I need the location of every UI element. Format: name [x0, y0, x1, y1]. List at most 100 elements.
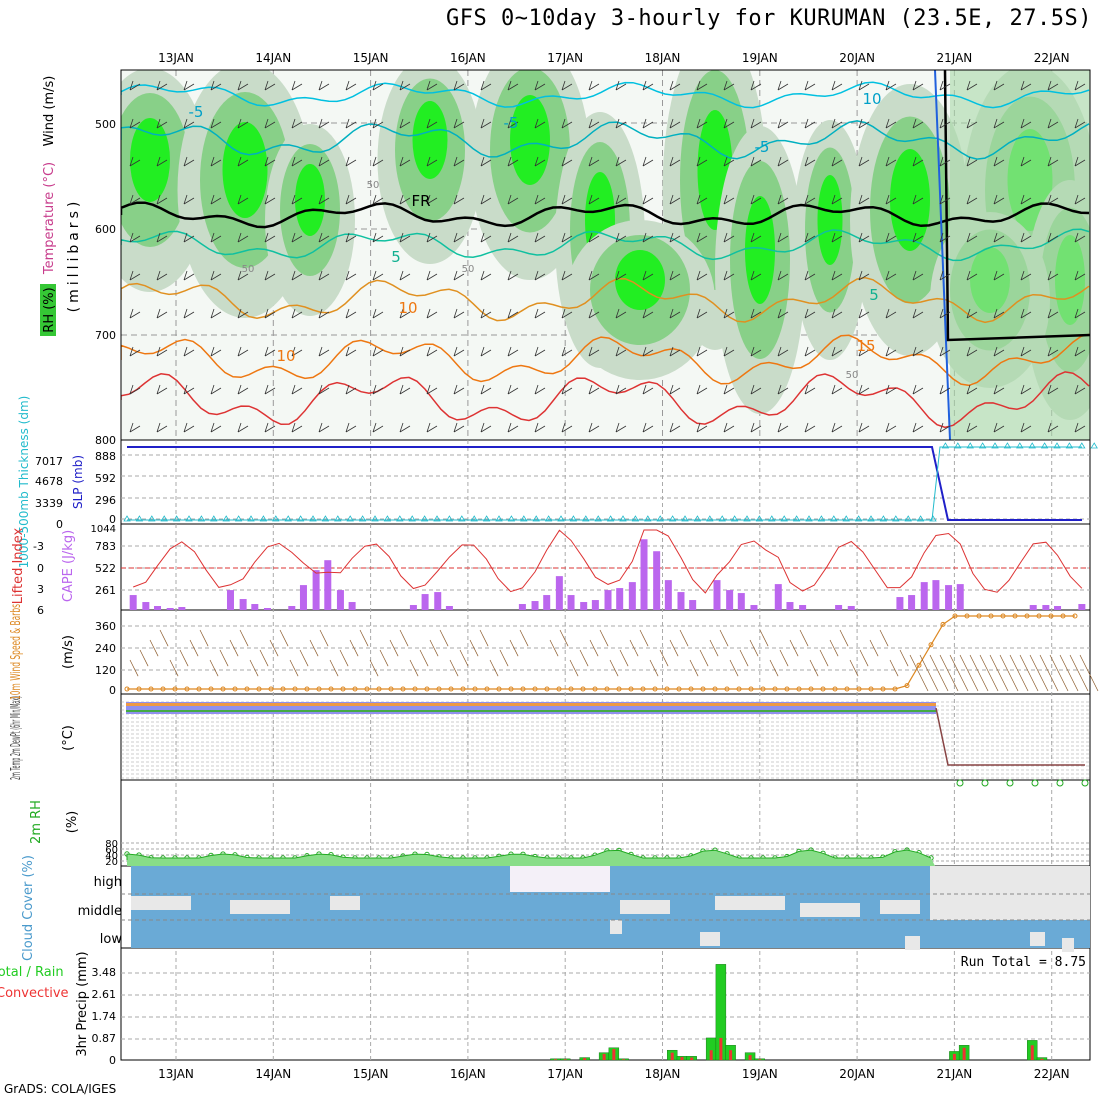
upper-wind-barb [183, 156, 195, 167]
cape-bar [920, 582, 928, 610]
upper-wind-barb [723, 384, 735, 395]
upper-wind-barb [939, 80, 951, 91]
upper-wind-barb [1020, 346, 1032, 357]
wind10-barb [959, 654, 979, 692]
upper-wind-barb [939, 194, 951, 205]
precip-axes: 3.48 2.61 1.74 0.87 0 Total / Rain Conve… [0, 951, 1086, 1067]
thick-tick-1: 7017 [35, 455, 63, 468]
upper-wind-barb [318, 346, 330, 357]
thickness-marker [557, 515, 565, 522]
li-tick-2: 0 [37, 562, 44, 575]
rh2m-axes: 2m RH (%) 80 60 40 20 [29, 800, 118, 868]
upper-wind-barb [480, 270, 492, 281]
thickness-marker [606, 515, 615, 522]
upper-wind-barb [1047, 270, 1059, 281]
wind10-barb [809, 659, 819, 677]
rh2m-tick-2: 60 [105, 845, 118, 856]
upper-wind-barb [723, 80, 735, 91]
wind10-barb [259, 649, 269, 667]
thickness-marker [321, 515, 330, 522]
slp-axes: 7017 4678 3339 0 888 592 296 0 1044 1000… [17, 396, 116, 569]
upper-wind-barb [156, 384, 168, 395]
thickness-marker [160, 515, 168, 522]
upper-wind-barb [696, 346, 708, 357]
upper-wind-barb [480, 384, 492, 395]
upper-wind-barb [318, 118, 330, 129]
wind10-barb [439, 629, 449, 647]
wind10-barb [979, 654, 999, 692]
upper-wind-barb [966, 384, 978, 395]
upper-wind-barb [750, 118, 762, 129]
upper-wind-barb [831, 346, 843, 357]
upper-wind-barb [507, 118, 519, 129]
contour-label: -5 [504, 114, 519, 132]
contour-label: 5 [869, 286, 879, 304]
thickness-marker [668, 515, 677, 522]
upper-wind-barb [426, 232, 438, 243]
date-label-top: 21JAN [937, 51, 973, 65]
cloud-gap-high [510, 866, 610, 892]
upper-wind-barb [804, 384, 816, 395]
wind10-barb [599, 629, 609, 647]
thickness-marker [408, 515, 416, 522]
thickness-marker [135, 515, 144, 522]
slp-panel-frame [120, 439, 1091, 525]
upper-wind-barb [669, 156, 681, 167]
wind-tick-1: 360 [95, 620, 116, 633]
upper-wind-barb [372, 194, 384, 205]
upper-wind-barb [777, 156, 789, 167]
upper-wind-barb [804, 270, 816, 281]
thickness-marker [941, 442, 950, 449]
upper-wind-barb [723, 422, 735, 433]
precip-tick-4: 0.87 [92, 1032, 117, 1045]
temp-contour-15 [121, 371, 1090, 429]
upper-wind-barb [372, 156, 384, 167]
wind10-barb [1009, 654, 1029, 692]
cape-bar [543, 595, 551, 610]
upper-wind-barb [480, 422, 492, 433]
upper-wind-barb [237, 118, 249, 129]
upper-wind-barb [966, 270, 978, 281]
precip-conv-bar [602, 1053, 606, 1060]
upper-wind-barb [804, 308, 816, 319]
date-label-top: 13JAN [158, 51, 194, 65]
upper-wind-barb [939, 156, 951, 167]
cape-bar [1029, 605, 1037, 610]
wind10-barb [209, 659, 219, 677]
contour-label: -5 [189, 103, 204, 121]
wind10-axes: 360 240 120 0 10m Wind Speed & Barbs (m/… [9, 604, 116, 700]
wind10-barb [709, 639, 719, 657]
thickness-marker [743, 515, 751, 522]
upper-wind-barb [831, 156, 843, 167]
wind10-barb [759, 629, 769, 647]
upper-wind-barb [642, 422, 654, 433]
cape-bar [726, 590, 734, 610]
wind10-barb [389, 639, 399, 657]
upper-wind-barb [804, 80, 816, 91]
upper-wind-barb [993, 308, 1005, 319]
cloud-gap [905, 936, 920, 950]
upper-wind-barb [939, 118, 951, 129]
cape-tick-3: 261 [95, 584, 116, 597]
upper-wind-barb [615, 232, 627, 243]
wind10-barb [199, 629, 209, 647]
thickness-marker [396, 515, 404, 522]
wind10-barb [1019, 654, 1039, 692]
upper-wind-barb [453, 156, 465, 167]
upper-wind-barb [750, 232, 762, 243]
wind10-barb [129, 659, 139, 677]
upper-wind-barb [291, 156, 303, 167]
upper-wind-barb [1047, 232, 1059, 243]
thickness-marker [1090, 442, 1098, 449]
contour-label: -5 [755, 138, 770, 156]
upper-wind-barb [345, 346, 357, 357]
upper-wind-barb [750, 156, 762, 167]
upper-wind-barb [237, 384, 249, 395]
upper-wind-barb [453, 232, 465, 243]
cloud-gap [620, 900, 670, 914]
upper-wind-barb [777, 118, 789, 129]
wind10-barb [1069, 654, 1089, 692]
upper-wind-barb [156, 194, 168, 205]
upper-wind-barb [885, 384, 897, 395]
upper-wind-barb [696, 270, 708, 281]
